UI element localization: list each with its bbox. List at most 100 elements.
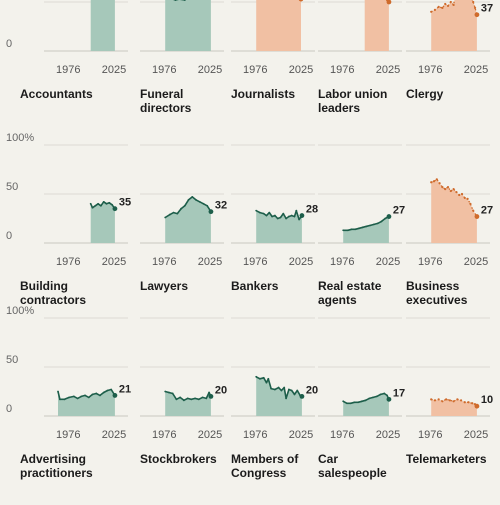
x-tick-label: 1976 xyxy=(56,256,80,268)
x-tick-label: 1976 xyxy=(152,429,176,441)
x-tick-label: 1976 xyxy=(243,429,267,441)
series-area xyxy=(91,0,115,51)
data-point xyxy=(384,218,386,220)
data-point xyxy=(73,396,75,398)
panel-title-line: Stockbrokers xyxy=(140,452,217,466)
data-point xyxy=(357,401,359,403)
data-point xyxy=(206,205,208,207)
data-point xyxy=(464,401,466,403)
data-point xyxy=(288,389,290,391)
end-value-label: 17 xyxy=(393,387,405,399)
panel-title: Journalists xyxy=(231,87,295,101)
data-point xyxy=(271,216,273,218)
data-point xyxy=(285,218,287,220)
x-tick-label: 2025 xyxy=(464,64,488,76)
data-point xyxy=(444,188,446,190)
data-point xyxy=(291,215,293,217)
data-point xyxy=(441,186,443,188)
panel-title: Lawyers xyxy=(140,279,188,293)
data-point xyxy=(376,396,378,398)
data-point xyxy=(92,394,94,396)
data-point xyxy=(288,216,290,218)
data-point xyxy=(267,378,269,380)
data-point xyxy=(296,390,298,392)
data-point xyxy=(99,395,101,397)
data-point xyxy=(283,387,285,389)
data-point xyxy=(472,210,474,212)
y-tick-label: 0 xyxy=(6,403,12,415)
data-point xyxy=(450,190,452,192)
x-tick-label: 2025 xyxy=(376,64,400,76)
panel-title-line: Clergy xyxy=(406,87,444,101)
data-point xyxy=(198,398,200,400)
data-point xyxy=(259,378,261,380)
data-point xyxy=(266,215,268,217)
data-point xyxy=(80,396,82,398)
data-point xyxy=(361,400,363,402)
data-point xyxy=(439,182,441,184)
x-tick-label: 2025 xyxy=(464,256,488,268)
end-value-label: 37 xyxy=(481,3,493,15)
panel-title-line: Bankers xyxy=(231,279,279,293)
data-point xyxy=(268,212,270,214)
y-tick-label: 100% xyxy=(6,305,34,317)
data-point xyxy=(266,382,268,384)
data-point xyxy=(474,7,476,9)
y-tick-label: 50 xyxy=(6,181,18,193)
data-point xyxy=(263,213,265,215)
data-point xyxy=(430,11,432,13)
data-point xyxy=(362,226,364,228)
x-tick-label: 2025 xyxy=(198,64,222,76)
data-point xyxy=(366,225,368,227)
x-tick-label: 2025 xyxy=(376,256,400,268)
data-point xyxy=(383,393,385,395)
data-point xyxy=(57,391,59,393)
data-point xyxy=(438,398,440,400)
panel-title-line: Accountants xyxy=(20,87,93,101)
x-tick-label: 2025 xyxy=(289,256,313,268)
data-point xyxy=(255,376,257,378)
x-tick-label: 2025 xyxy=(464,429,488,441)
series-area xyxy=(365,0,389,51)
end-point xyxy=(475,404,480,409)
y-tick-label: 0 xyxy=(6,230,12,242)
series-area xyxy=(165,392,211,417)
data-point xyxy=(205,397,207,399)
data-point xyxy=(274,389,276,391)
series-area xyxy=(91,202,115,243)
x-tick-label: 2025 xyxy=(102,256,126,268)
end-value-label: 20 xyxy=(306,384,318,396)
y-tick-label: 50 xyxy=(6,354,18,366)
data-point xyxy=(110,389,112,391)
end-value-label: 20 xyxy=(215,384,227,396)
x-tick-label: 1976 xyxy=(418,429,442,441)
data-point xyxy=(441,7,443,9)
panel-title-line: Car xyxy=(318,452,338,466)
data-point xyxy=(274,215,276,217)
x-tick-label: 1976 xyxy=(330,429,354,441)
x-tick-label: 1976 xyxy=(152,64,176,76)
data-point xyxy=(441,400,443,402)
data-point xyxy=(176,213,178,215)
data-point xyxy=(202,396,204,398)
panel-title-line: Funeral xyxy=(140,87,183,101)
data-point xyxy=(208,392,210,394)
x-tick-label: 2025 xyxy=(289,429,313,441)
end-value-label: 28 xyxy=(306,204,318,216)
data-point xyxy=(354,401,356,403)
data-point xyxy=(433,180,435,182)
panel-title-line: Telemarketers xyxy=(406,452,487,466)
end-point xyxy=(209,209,214,214)
x-tick-label: 2025 xyxy=(376,429,400,441)
panel-title-line: practitioners xyxy=(20,466,93,480)
data-point xyxy=(92,207,94,209)
